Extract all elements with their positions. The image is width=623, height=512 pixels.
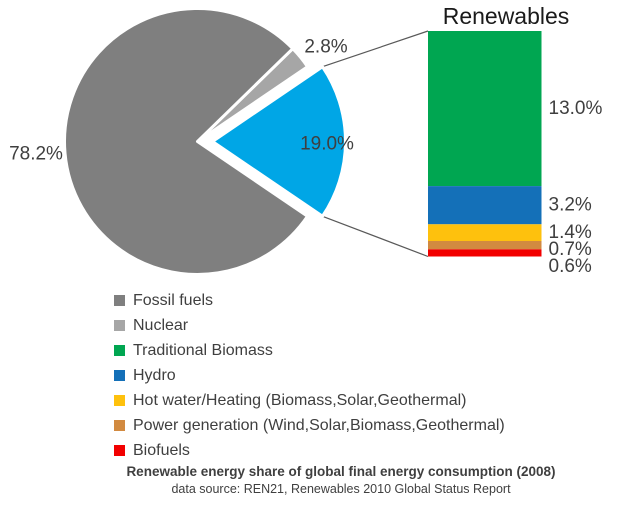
legend-swatch-power-generation-wind-solar-biomass-geothermal xyxy=(114,420,125,431)
pie-label-fossil-fuels: 78.2% xyxy=(9,144,63,165)
legend-item-hydro: Hydro xyxy=(114,363,505,388)
caption-block: Renewable energy share of global final e… xyxy=(60,462,622,498)
chart-title: Renewable energy share of global final e… xyxy=(126,464,556,479)
legend-swatch-traditional-biomass xyxy=(114,345,125,356)
connector-line-bottom xyxy=(322,215,429,258)
legend-swatch-nuclear xyxy=(114,320,125,331)
bar-segment-traditional-biomass xyxy=(428,31,542,187)
bar-label-power-generation-wind-solar-biomass-geothermal: 0.7% xyxy=(549,239,592,260)
bar-segment-power-generation-wind-solar-biomass-geothermal xyxy=(428,240,542,250)
pie-and-bar-graphic: 78.2% 2.8% 19.0% 13.0% 3.2% 1.4%0.7%0.6% xyxy=(9,6,603,277)
bar-label-biofuels: 0.6% xyxy=(549,256,592,277)
bar-segment-hydro xyxy=(428,186,542,225)
legend-item-biofuels: Biofuels xyxy=(114,438,505,463)
connector-line-top xyxy=(322,30,429,68)
legend-item-power-generation-wind-solar-biomass-geothermal: Power generation (Wind,Solar,Biomass,Geo… xyxy=(114,413,505,438)
bar-segment-biofuels xyxy=(428,249,542,257)
legend-swatch-hot-water-heating-biomass-solar-geothermal xyxy=(114,395,125,406)
legend-swatch-biofuels xyxy=(114,445,125,456)
legend-label-traditional-biomass: Traditional Biomass xyxy=(133,341,273,359)
pie-label-renewables: 19.0% xyxy=(300,134,354,155)
pie-slice-fossil-fuels xyxy=(63,6,309,276)
bar-label-traditional-biomass: 13.0% xyxy=(549,98,603,119)
legend-label-hot-water-heating-biomass-solar-geothermal: Hot water/Heating (Biomass,Solar,Geother… xyxy=(133,391,467,409)
legend-label-power-generation-wind-solar-biomass-geothermal: Power generation (Wind,Solar,Biomass,Geo… xyxy=(133,416,505,434)
legend-label-nuclear: Nuclear xyxy=(133,316,189,334)
data-source-note: data source: REN21, Renewables 2010 Glob… xyxy=(171,482,511,496)
legend: Fossil fuels Nuclear Traditional Biomass Hy… xyxy=(114,288,505,463)
legend-swatch-fossil-fuels xyxy=(114,295,125,306)
bar-title: Renewables xyxy=(442,3,570,29)
legend-item-traditional-biomass: Traditional Biomass xyxy=(114,338,505,363)
legend-swatch-hydro xyxy=(114,370,125,381)
pie-slice-renewables xyxy=(211,65,347,218)
legend-item-hot-water-heating-biomass-solar-geothermal: Hot water/Heating (Biomass,Solar,Geother… xyxy=(114,388,505,413)
legend-label-fossil-fuels: Fossil fuels xyxy=(133,291,214,309)
legend-label-biofuels: Biofuels xyxy=(133,441,190,459)
legend-label-hydro: Hydro xyxy=(133,366,176,384)
legend-item-fossil-fuels: Fossil fuels xyxy=(114,288,505,313)
bar-label-hot-water-heating-biomass-solar-geothermal: 1.4% xyxy=(549,222,592,243)
legend-item-nuclear: Nuclear xyxy=(114,313,505,338)
bar-label-hydro: 3.2% xyxy=(549,195,592,216)
bar-segment-hot-water-heating-biomass-solar-geothermal xyxy=(428,224,542,241)
pie-label-nuclear: 2.8% xyxy=(304,37,347,58)
